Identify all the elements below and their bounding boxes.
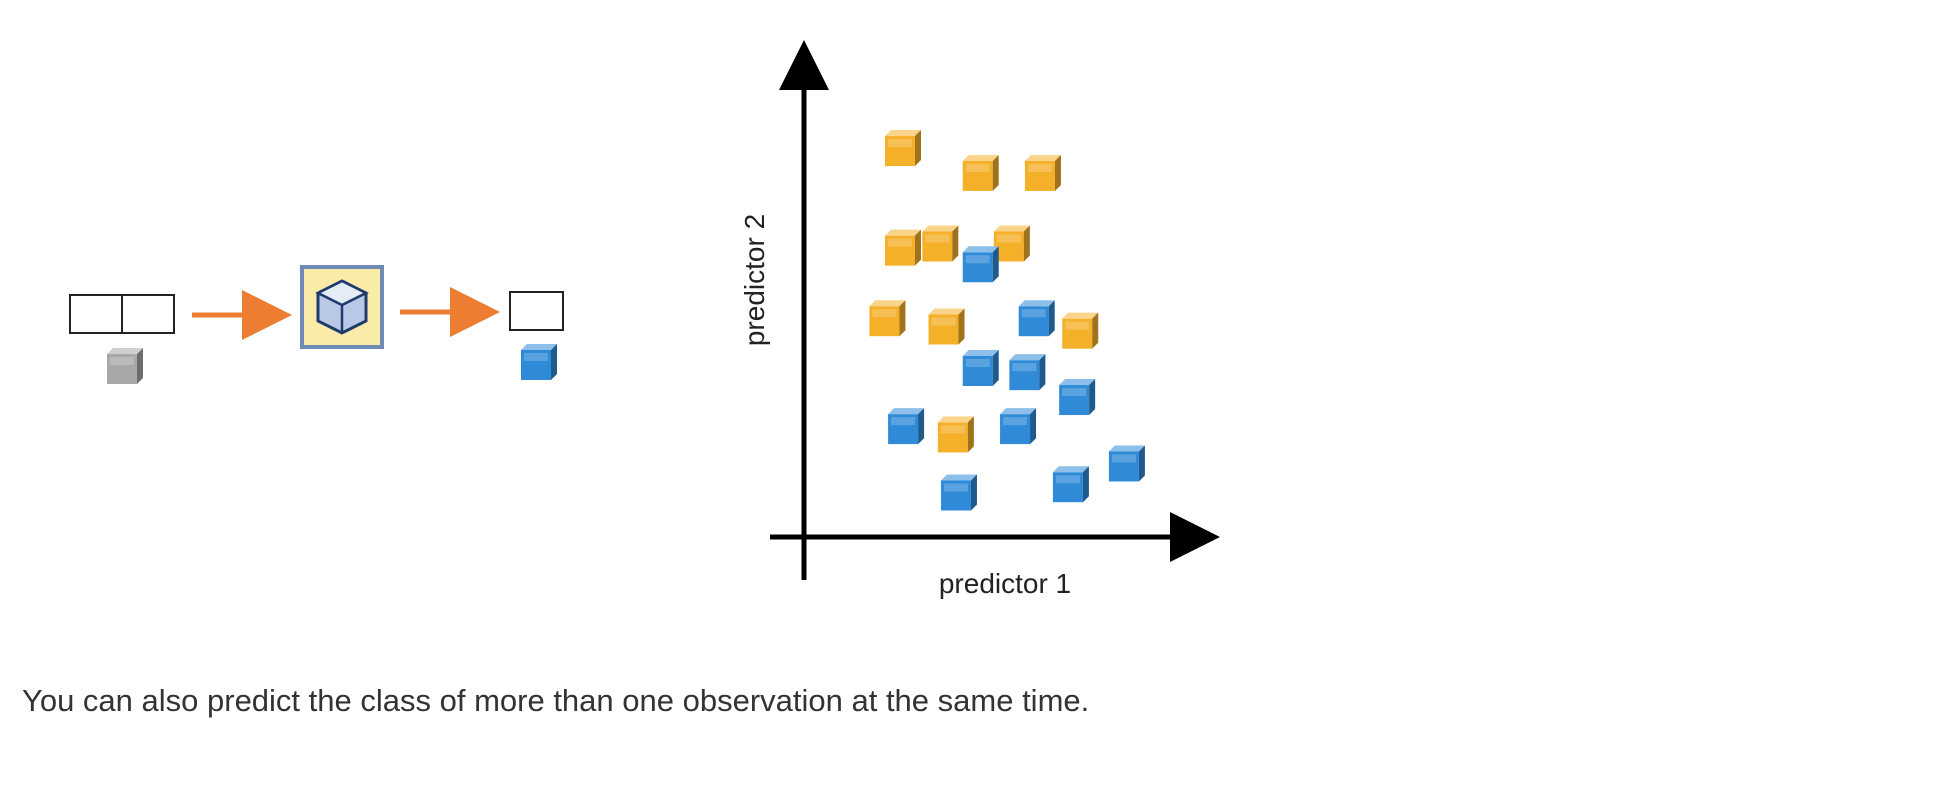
blue-cube-point (940, 474, 977, 511)
yellow-cube-point (928, 308, 965, 345)
blue-cube-point (962, 350, 999, 386)
gray-cube-icon (107, 348, 143, 384)
prediction-pipeline-diagram (69, 265, 564, 384)
yellow-cube-point (962, 154, 999, 191)
blue-cube-point (888, 408, 925, 445)
model-icon (300, 265, 384, 349)
input-table-icon (69, 294, 175, 334)
x-axis-label: predictor 1 (939, 568, 1071, 599)
yellow-cube-point (884, 229, 921, 266)
blue-cube-point (1018, 300, 1055, 337)
predictor-scatter-plot: predictor 1 predictor 2 (739, 40, 1220, 599)
yellow-cube-point (937, 416, 974, 453)
data-points (869, 130, 1145, 511)
blue-cube-point (1059, 379, 1096, 416)
blue-cube-point (1000, 408, 1037, 445)
yellow-cube-point (884, 130, 921, 167)
caption-text: You can also predict the class of more t… (22, 683, 1090, 718)
blue-cube-point (1052, 466, 1089, 503)
yellow-cube-point (1024, 154, 1061, 191)
blue-cube-point (1009, 354, 1046, 391)
blue-cube-icon (521, 344, 557, 380)
blue-cube-point (1108, 445, 1145, 482)
yellow-cube-point (1062, 312, 1099, 349)
y-axis-label: predictor 2 (739, 214, 770, 346)
blue-cube-icon (521, 344, 557, 380)
yellow-cube-point (922, 225, 959, 262)
yellow-cube-point (869, 300, 906, 337)
blue-cube-point (962, 246, 999, 283)
gray-cube-icon (107, 348, 143, 384)
output-table-icon (509, 291, 564, 331)
yellow-cube-point (993, 225, 1030, 262)
